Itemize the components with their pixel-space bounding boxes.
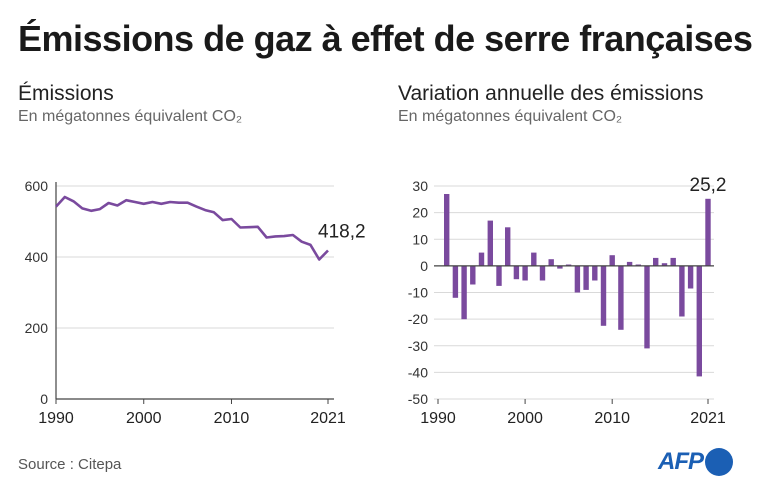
bar-x-tick-label: 1990 <box>420 410 456 427</box>
variation-bar <box>505 227 511 266</box>
bar-x-tick-label: 2021 <box>690 410 726 427</box>
bar-y-tick-label: 10 <box>412 231 428 247</box>
variation-bar <box>635 264 641 266</box>
variation-bar <box>661 263 668 266</box>
variation-bar <box>696 265 702 377</box>
bar-y-tick-label: -20 <box>408 311 428 327</box>
line-y-tick-label: 400 <box>25 249 49 265</box>
variation-bar <box>557 265 563 269</box>
line-y-tick-label: 200 <box>25 320 49 336</box>
variation-bar <box>626 261 633 266</box>
variation-bar <box>653 257 659 266</box>
bar-x-tick-label: 2000 <box>507 410 543 427</box>
logo-text: AFP <box>658 448 704 475</box>
variation-bar <box>461 265 467 320</box>
variation-bar <box>574 265 581 293</box>
afp-logo: AFP <box>658 448 733 476</box>
variation-bar <box>670 257 676 266</box>
logo-dot-icon <box>705 448 733 476</box>
variation-bar <box>687 265 694 289</box>
line-y-tick-label: 0 <box>40 391 48 407</box>
variation-bar <box>565 264 572 266</box>
variation-bar <box>583 265 589 290</box>
line-x-tick-label: 1990 <box>38 410 74 427</box>
bar-last-value-label: 25,2 <box>690 175 727 196</box>
bar-y-tick-label: -30 <box>408 338 428 354</box>
variation-bar <box>470 265 476 285</box>
variation-bar <box>705 198 711 266</box>
bar-y-tick-label: -40 <box>408 364 428 380</box>
line-y-tick-label: 600 <box>25 178 49 194</box>
variation-bar <box>522 265 528 281</box>
variation-bar <box>452 265 459 298</box>
variation-bar <box>548 259 554 266</box>
variation-bar <box>592 265 598 281</box>
variation-bar <box>600 265 607 326</box>
bar-y-tick-label: -50 <box>408 391 428 407</box>
variation-bar <box>496 265 502 286</box>
variation-bar <box>618 265 624 330</box>
bar-y-tick-label: 20 <box>412 205 428 221</box>
page-title: Émissions de gaz à effet de serre frança… <box>18 18 753 59</box>
bar-chart-subtitle: En mégatonnes équivalent CO₂ <box>398 108 623 125</box>
bar-y-tick-label: 0 <box>420 258 428 274</box>
line-x-tick-label: 2021 <box>310 410 346 427</box>
variation-bar <box>609 255 615 266</box>
variation-bar <box>531 252 537 266</box>
variation-bar <box>478 252 485 266</box>
bar-x-tick-label: 2010 <box>594 410 630 427</box>
variation-bar <box>487 220 493 266</box>
source-note: Source : Citepa <box>18 456 122 473</box>
line-chart-subtitle: En mégatonnes équivalent CO₂ <box>18 108 243 125</box>
variation-bar <box>444 194 450 266</box>
variation-bar <box>513 265 520 280</box>
emissions-series-line <box>55 195 329 261</box>
bar-y-tick-label: 30 <box>412 178 428 194</box>
line-x-tick-label: 2000 <box>126 410 162 427</box>
bar-y-tick-label: -10 <box>408 285 428 301</box>
line-last-value-label: 418,2 <box>318 222 366 243</box>
line-chart-title: Émissions <box>18 82 114 105</box>
line-x-tick-label: 2010 <box>214 410 250 427</box>
variation-bar <box>679 265 685 317</box>
variation-bar <box>644 265 650 349</box>
variation-bar <box>539 265 546 281</box>
bar-chart-title: Variation annuelle des émissions <box>398 82 704 105</box>
